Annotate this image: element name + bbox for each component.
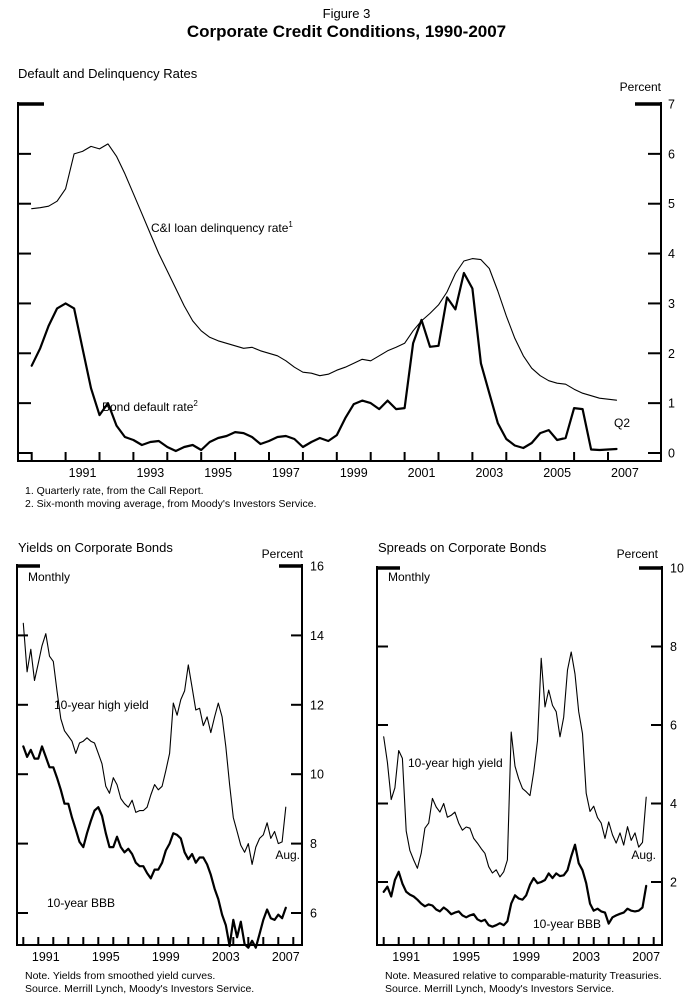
series-line-10-year-bbb xyxy=(382,843,648,928)
series-label-high-yield-spreads: 10-year high yield xyxy=(408,756,503,770)
y-axis-ticks-and-labels: 6 8 10 12 14 16 xyxy=(17,560,324,921)
y-tick-label: 2 xyxy=(668,347,675,361)
yields-chart-unit-label: Percent xyxy=(261,547,303,561)
y-tick-label: 6 xyxy=(668,147,675,161)
x-tick-label: 2001 xyxy=(408,466,436,480)
series-label-bond-default: Bond default rate2 xyxy=(102,399,198,414)
series-line-c-i-loan-delinquency-rate xyxy=(31,143,618,401)
y-tick-label: 10 xyxy=(310,768,324,782)
x-tick-label: 1991 xyxy=(392,950,420,964)
series-line-bond-default-rate xyxy=(30,271,618,453)
series-label-high-yield-yields: 10-year high yield xyxy=(54,698,149,712)
y-tick-label: 6 xyxy=(310,907,317,921)
spreads-chart-unit-label: Percent xyxy=(616,547,658,561)
y-tick-label: 2 xyxy=(670,876,677,890)
y-tick-label: 3 xyxy=(668,297,675,311)
y-axis-ticks-and-labels: 0 1 2 3 4 5 6 7 xyxy=(18,98,675,460)
y-tick-label: 7 xyxy=(668,98,675,112)
y-tick-label: 1 xyxy=(668,397,675,411)
top-chart-title: Default and Delinquency Rates xyxy=(18,66,198,81)
x-tick-label: 1995 xyxy=(452,950,480,964)
y-tick-label: 12 xyxy=(310,698,324,712)
series-label-bbb-yields: 10-year BBB xyxy=(47,896,116,910)
y-tick-label: 4 xyxy=(668,247,675,261)
yields-chart-notes: Note. Yields from smoothed yield curves.… xyxy=(25,970,254,996)
x-axis-ticks-and-labels: 1991 1995 1999 2003 2007 xyxy=(382,937,660,964)
x-tick-label: 2007 xyxy=(272,950,300,964)
spreads-frequency-label: Monthly xyxy=(388,570,431,584)
note-line: Source. Merrill Lynch, Moody's Investors… xyxy=(25,983,255,995)
x-tick-label: 2005 xyxy=(543,466,571,480)
x-tick-label: 1991 xyxy=(69,466,97,480)
axis-frame xyxy=(17,102,662,462)
spreads-chart-title: Spreads on Corporate Bonds xyxy=(378,540,547,555)
x-tick-label: 2003 xyxy=(475,466,503,480)
yields-chart-title: Yields on Corporate Bonds xyxy=(18,540,173,555)
x-tick-label: 1999 xyxy=(512,950,540,964)
x-tick-label: 2007 xyxy=(632,950,660,964)
series-line-10-year-high-yield xyxy=(22,622,287,865)
chart-default_delinquency: 0 1 2 3 4 5 6 7 1991 1993 1995 1997 1999 2001 2003 2005… xyxy=(17,98,675,480)
series-line-10-year-bbb xyxy=(22,745,287,949)
series-label-bbb-spreads: 10-year BBB xyxy=(533,917,602,931)
footnote-marker-1: 1 xyxy=(288,220,293,229)
x-axis-ticks-and-labels: 1991 1995 1999 2003 2007 xyxy=(22,937,300,964)
spreads-chart-notes: Note. Measured relative to comparable-ma… xyxy=(385,970,662,996)
x-tick-label: 1999 xyxy=(152,950,180,964)
y-tick-label: 0 xyxy=(668,446,675,460)
y-tick-label: 8 xyxy=(310,837,317,851)
footnote-line: 2. Six-month moving average, from Moody'… xyxy=(25,498,317,510)
x-tick-label: 1997 xyxy=(272,466,300,480)
spreads-end-label: Aug. xyxy=(631,848,656,862)
y-tick-label: 14 xyxy=(310,629,324,643)
figure-label: Figure 3 xyxy=(322,6,371,21)
series-label-ci-delinquency: C&I loan delinquency rate1 xyxy=(151,220,293,235)
yields-end-label: Aug. xyxy=(275,848,300,862)
x-tick-label: 2007 xyxy=(611,466,639,480)
x-tick-label: 1995 xyxy=(92,950,120,964)
y-tick-label: 5 xyxy=(668,197,675,211)
top-chart-footnotes: 1. Quarterly rate, from the Call Report.… xyxy=(25,485,316,511)
top-chart-end-label: Q2 xyxy=(614,416,631,430)
x-tick-label: 1999 xyxy=(340,466,368,480)
x-tick-label: 1995 xyxy=(204,466,232,480)
x-axis-ticks-and-labels: 1991 1993 1995 1997 1999 2001 2003 2005 2007 xyxy=(30,452,639,480)
y-tick-label: 10 xyxy=(670,562,684,576)
x-tick-label: 1991 xyxy=(32,950,60,964)
y-tick-label: 8 xyxy=(670,640,677,654)
page-title: Corporate Credit Conditions, 1990-2007 xyxy=(186,22,507,41)
note-line: Source. Merrill Lynch, Moody's Investors… xyxy=(385,983,615,995)
y-tick-label: 4 xyxy=(670,797,677,811)
top-chart-unit-label: Percent xyxy=(619,80,661,94)
chart-spreads: 2 4 6 8 10 1991 1995 1999 2003 2007 xyxy=(376,562,684,964)
x-tick-label: 1993 xyxy=(136,466,164,480)
note-line: Note. Yields from smoothed yield curves. xyxy=(25,970,216,982)
axis-frame xyxy=(16,564,303,946)
series-line-10-year-high-yield xyxy=(383,651,647,878)
x-tick-label: 2003 xyxy=(572,950,600,964)
y-tick-label: 16 xyxy=(310,560,324,574)
y-tick-label: 6 xyxy=(670,719,677,733)
footnote-line: 1. Quarterly rate, from the Call Report. xyxy=(25,485,204,497)
x-tick-label: 2003 xyxy=(212,950,240,964)
yields-frequency-label: Monthly xyxy=(28,570,71,584)
footnote-marker-2: 2 xyxy=(193,399,198,408)
chart-yields: 6 8 10 12 14 16 1991 1995 1999 2003 2007 xyxy=(16,560,324,964)
note-line: Note. Measured relative to comparable-ma… xyxy=(385,970,662,982)
y-axis-ticks-and-labels: 2 4 6 8 10 xyxy=(377,562,684,890)
